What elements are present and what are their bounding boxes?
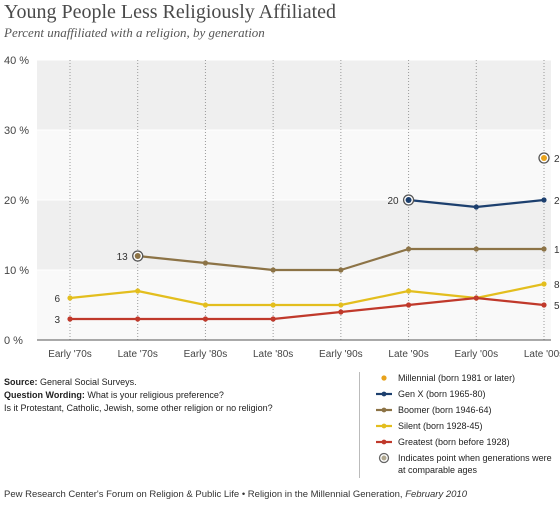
data-label: 20 [554, 196, 560, 207]
legend-swatch [370, 436, 398, 448]
data-point [405, 197, 412, 203]
data-point [134, 253, 141, 259]
data-point [135, 288, 141, 294]
data-point [67, 316, 73, 322]
chart-legend: Millennial (born 1981 or later) Gen X (bo… [370, 372, 560, 480]
x-tick-label: Late '90s [388, 349, 428, 360]
data-point [541, 197, 547, 203]
data-label: 26 [554, 154, 560, 165]
data-point [541, 155, 547, 161]
chart-footer: Pew Research Center's Forum on Religion … [4, 489, 467, 500]
question-line-2: Is it Protestant, Catholic, Jewish, some… [4, 403, 273, 413]
question-text: What is your religious preference? [87, 390, 224, 400]
source-line: Source: General Social Surveys. [4, 376, 349, 389]
legend-swatch [370, 452, 398, 464]
data-point [541, 302, 547, 308]
data-point [541, 246, 547, 252]
y-tick-label: 20 % [4, 195, 29, 207]
x-tick-label: Early '70s [48, 349, 92, 360]
data-point [338, 302, 344, 308]
legend-swatch [370, 420, 398, 432]
legend-label: Millennial (born 1981 or later) [398, 373, 516, 383]
y-tick-label: 0 % [4, 335, 23, 347]
legend-item: Indicates point when generations were at… [370, 452, 560, 476]
grid-band [37, 130, 551, 200]
data-point [541, 281, 547, 287]
legend-item: Greatest (born before 1928) [370, 436, 560, 448]
legend-item: Millennial (born 1981 or later) [370, 372, 560, 384]
footer-date: February 2010 [405, 489, 467, 500]
footer-text: Pew Research Center's Forum on Religion … [4, 489, 403, 500]
data-point [338, 309, 344, 315]
chart-notes: Source: General Social Surveys. Question… [4, 376, 349, 415]
data-point [270, 267, 276, 273]
data-point [405, 246, 412, 252]
data-point [405, 288, 412, 294]
legend-item: Silent (born 1928-45) [370, 420, 560, 432]
data-point [202, 316, 209, 322]
data-point [473, 246, 479, 252]
x-tick-label: Early '00s [454, 349, 498, 360]
data-point [473, 295, 479, 301]
x-tick-label: Late '70s [118, 349, 158, 360]
chart-title: Young People Less Religiously Affiliated [4, 1, 337, 23]
data-label: 6 [54, 294, 60, 305]
chart-subtitle: Percent unaffiliated with a religion, by… [4, 25, 265, 40]
legend-swatch [370, 372, 398, 384]
data-point [67, 295, 73, 301]
series-line [69, 282, 545, 307]
legend-label: Gen X (born 1965-80) [398, 389, 486, 399]
data-point [270, 316, 276, 322]
source-text: General Social Surveys. [40, 377, 137, 387]
grid-band [37, 60, 551, 130]
data-label: 20 [387, 196, 399, 207]
data-label: 13 [117, 252, 129, 263]
legend-label: Indicates point when generations were at… [398, 453, 552, 475]
legend-divider [359, 372, 360, 478]
legend-swatch [370, 388, 398, 400]
data-point [135, 316, 141, 322]
legend-label: Silent (born 1928-45) [398, 421, 483, 431]
x-tick-label: Early '80s [184, 349, 228, 360]
data-point [270, 302, 276, 308]
legend-label: Boomer (born 1946-64) [398, 405, 492, 415]
y-tick-label: 40 % [4, 55, 29, 67]
x-tick-label: Late '80s [253, 349, 293, 360]
data-point [338, 267, 344, 273]
data-label: 3 [54, 315, 60, 326]
data-label: 13 [554, 245, 560, 256]
data-point [202, 302, 209, 308]
x-tick-label: Early '90s [319, 349, 363, 360]
legend-swatch [370, 404, 398, 416]
y-tick-label: 30 % [4, 125, 29, 137]
legend-item: Boomer (born 1946-64) [370, 404, 560, 416]
data-point [202, 260, 209, 266]
data-point [473, 204, 479, 210]
data-label: 8 [554, 280, 560, 291]
data-point [405, 302, 412, 308]
question-label: Question Wording: [4, 390, 85, 400]
legend-label: Greatest (born before 1928) [398, 437, 510, 447]
line-chart: 0 % 10 % 20 % 30 % 40 % Early '70s Late '70s Ea… [4, 55, 560, 360]
question-line: Question Wording: What is your religious… [4, 389, 349, 402]
grid-band [37, 200, 551, 270]
source-label: Source: [4, 377, 38, 387]
data-label: 5 [554, 301, 560, 312]
legend-item: Gen X (born 1965-80) [370, 388, 560, 400]
x-tick-label: Late '00s [524, 349, 560, 360]
series-line [70, 296, 545, 321]
y-tick-label: 10 % [4, 265, 29, 277]
